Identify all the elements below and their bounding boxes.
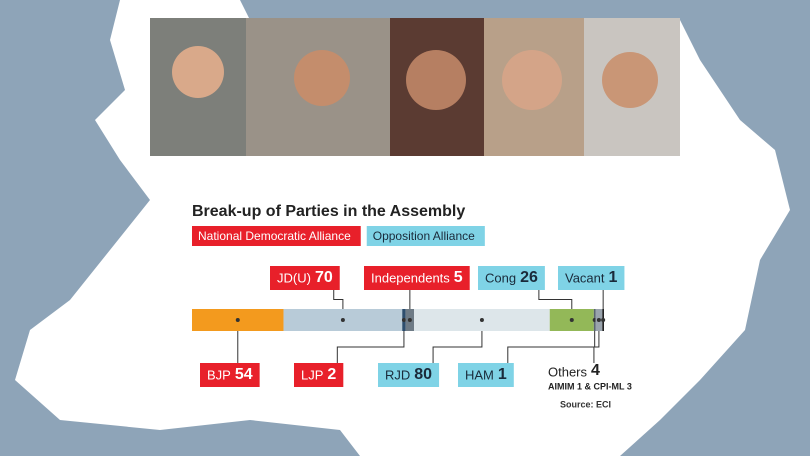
segment-value: 80 <box>414 366 432 383</box>
segment-label: JD(U) <box>277 270 311 285</box>
leader-dot <box>407 318 412 322</box>
source: Source: ECI <box>560 399 611 409</box>
label-box <box>200 363 260 387</box>
label-box <box>478 266 545 290</box>
segment-value: 1 <box>609 269 618 286</box>
leader-line <box>333 290 344 309</box>
label-box <box>364 266 470 290</box>
leader-line <box>538 290 573 309</box>
segment-label: Others <box>548 364 588 379</box>
chart-title: Break-up of Parties in the Assembly <box>192 203 465 220</box>
segment-value: 1 <box>498 366 507 383</box>
leader-line <box>432 331 483 363</box>
face <box>502 50 562 110</box>
segment-label: BJP <box>207 367 231 382</box>
legend-label: Opposition Alliance <box>373 229 475 243</box>
segment-label: LJP <box>301 367 323 382</box>
segment-value: 54 <box>235 366 253 383</box>
legend-swatch <box>366 226 485 246</box>
label-box <box>378 363 440 387</box>
leader-line <box>336 331 405 363</box>
label-box <box>558 266 625 290</box>
segment-value: 70 <box>315 269 333 286</box>
leader-dot <box>340 318 345 322</box>
face <box>406 50 466 110</box>
leader-dot <box>596 318 601 322</box>
label-box <box>270 266 340 290</box>
segment-label: Vacant <box>565 270 605 285</box>
leader-dot <box>479 318 484 322</box>
segment-value: 26 <box>520 269 538 286</box>
leader-dot <box>569 318 574 322</box>
photo-strip <box>150 18 680 156</box>
label-box <box>294 363 344 387</box>
face <box>602 52 658 108</box>
segment-label: Independents <box>371 270 450 285</box>
segment-note: AIMIM 1 & CPI-ML 3 <box>548 381 632 391</box>
leader-dot <box>235 318 240 322</box>
segment-label: HAM <box>465 367 494 382</box>
segment-label: RJD <box>385 367 410 382</box>
leader-line <box>507 331 596 363</box>
segment-value: 2 <box>327 366 336 383</box>
label-box <box>458 363 514 387</box>
legend-swatch <box>192 226 361 246</box>
segment-label: Cong <box>485 270 516 285</box>
leader-dot <box>601 318 606 322</box>
face <box>172 46 224 98</box>
face <box>294 50 350 106</box>
legend-label: National Democratic Alliance <box>198 229 351 243</box>
segment-value: 5 <box>454 269 463 286</box>
leader-line <box>593 331 600 363</box>
segment-value: 4 <box>591 362 600 379</box>
leader-dot <box>401 318 406 322</box>
